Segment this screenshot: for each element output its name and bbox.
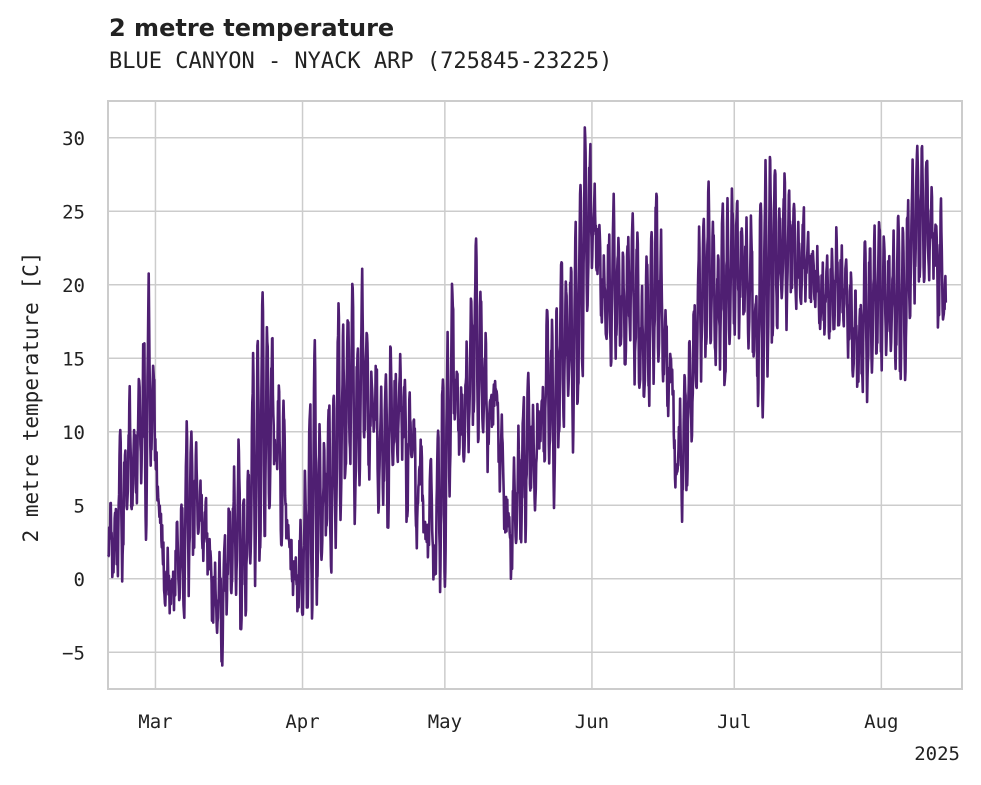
plot-frame — [107, 100, 963, 690]
y-tick-label: −5 — [62, 642, 85, 664]
x-tick-label: Aug — [864, 711, 898, 733]
y-tick-label: 15 — [62, 348, 85, 370]
y-axis-label: 2 metre temperature [C] — [19, 252, 43, 543]
y-tick-label: 5 — [74, 495, 85, 517]
x-tick-label: May — [428, 711, 462, 733]
chart-title: 2 metre temperature — [109, 14, 395, 42]
x-axis-ticks: Mar Apr May Jun Jul Aug — [138, 711, 898, 733]
y-tick-label: 30 — [62, 128, 85, 150]
x-tick-label: Jun — [575, 711, 609, 733]
x-tick-label: Jul — [717, 711, 751, 733]
x-tick-label: Mar — [138, 711, 172, 733]
chart-subtitle: BLUE CANYON - NYACK ARP (725845-23225) — [109, 49, 613, 74]
y-axis-ticks: −5 0 5 10 15 20 25 30 — [62, 128, 85, 665]
y-tick-label: 0 — [74, 569, 85, 591]
grid-lines — [108, 101, 962, 689]
y-tick-label: 25 — [62, 201, 85, 223]
temperature-series-line — [107, 126, 948, 667]
y-tick-label: 10 — [62, 422, 85, 444]
series-layer — [107, 126, 948, 667]
y-tick-label: 20 — [62, 275, 85, 297]
x-tick-label: Apr — [285, 711, 319, 733]
x-axis-offset-label: 2025 — [914, 743, 960, 765]
